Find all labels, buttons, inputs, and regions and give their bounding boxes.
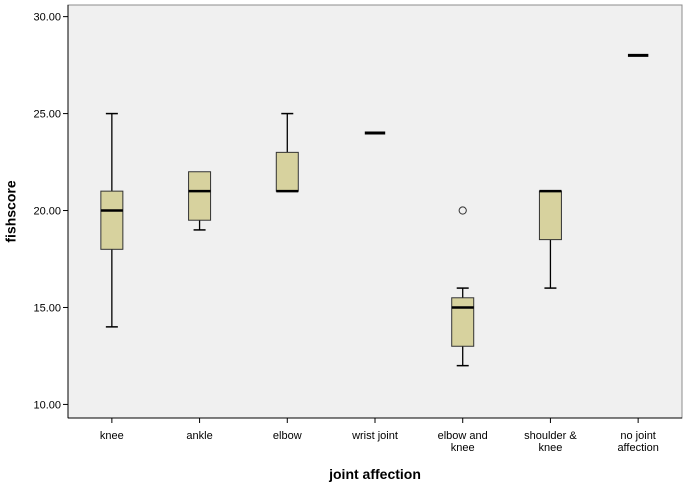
y-axis: 10.00 15.00 20.00 25.00 30.00 xyxy=(33,5,69,418)
y-tick-label: 15.00 xyxy=(33,302,61,314)
iqr-box xyxy=(275,151,299,192)
iqr-box xyxy=(538,190,562,241)
x-tick-label: wrist joint xyxy=(351,430,398,442)
plot-area xyxy=(67,4,683,419)
box-elbow xyxy=(275,112,299,193)
x-tick-label: ankle xyxy=(186,430,212,442)
box-knee xyxy=(100,112,124,328)
x-tick-label: elbow xyxy=(273,430,302,442)
iqr-box xyxy=(188,171,212,221)
x-tick-label: knee xyxy=(100,430,124,442)
box-elbow-and-knee xyxy=(451,206,475,367)
iqr-box xyxy=(451,297,475,347)
iqr-box xyxy=(100,190,124,250)
x-axis-title: joint affection xyxy=(328,466,421,482)
outlier-point xyxy=(458,206,467,215)
x-tick-label: no joint affection xyxy=(617,430,658,454)
box-ankle xyxy=(188,171,212,231)
boxes-group xyxy=(100,53,649,367)
box-shoulder-knee xyxy=(538,189,562,289)
y-axis-title: fishscore xyxy=(3,180,19,242)
x-tick-label: elbow and knee xyxy=(438,430,488,454)
y-tick-label: 10.00 xyxy=(33,399,61,411)
y-tick-label: 25.00 xyxy=(33,109,61,121)
x-tick-label: shoulder & knee xyxy=(524,430,577,454)
y-tick-label: 30.00 xyxy=(33,12,61,24)
y-tick-label: 20.00 xyxy=(33,206,61,218)
x-axis: knee ankle elbow wrist joint elbow and knee sh… xyxy=(68,417,682,454)
